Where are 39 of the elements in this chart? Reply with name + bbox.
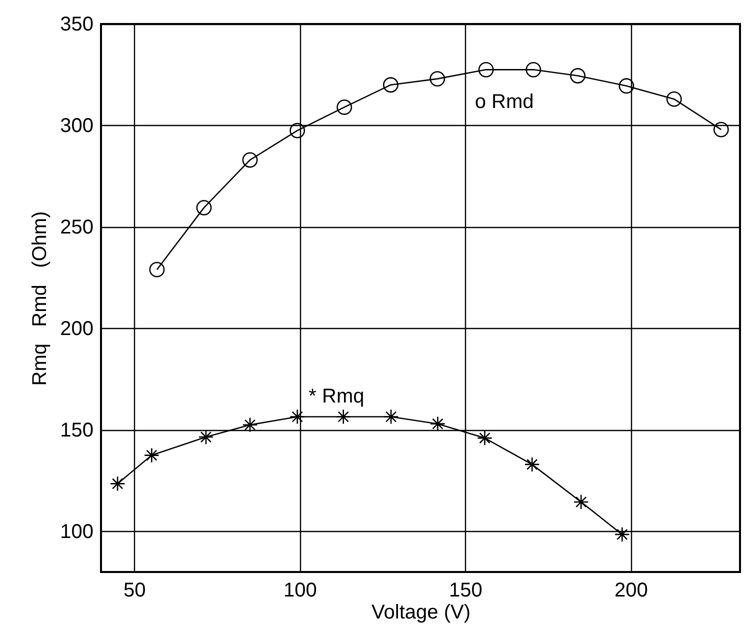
point: [336, 100, 352, 115]
point: [196, 200, 212, 216]
point: [290, 122, 306, 138]
point: [383, 409, 399, 424]
point: [573, 494, 589, 510]
annotation: o Rmd: [474, 90, 534, 113]
point: [524, 456, 540, 472]
point: [713, 122, 729, 138]
annotation: * Rmq: [308, 386, 364, 408]
y-axis-title: Rmq Rmd (Ohm): [29, 211, 52, 386]
point: [110, 476, 126, 492]
point: [478, 62, 494, 78]
point: [336, 409, 352, 424]
x-tick-label: 150: [449, 580, 482, 602]
point: [144, 448, 160, 464]
point: [198, 429, 214, 445]
point: [666, 91, 682, 107]
y-tick-label: 350: [60, 14, 94, 36]
point: [430, 71, 446, 87]
point: [526, 62, 542, 78]
point: [614, 526, 630, 542]
y-tick-label: 100: [60, 520, 94, 543]
point: [149, 262, 165, 278]
point: [242, 152, 258, 168]
y-tick-label: 200: [60, 318, 94, 340]
point: [382, 77, 398, 93]
point: [618, 78, 634, 94]
point: [290, 409, 306, 424]
point: [430, 416, 446, 432]
y-tick-label: 300: [60, 114, 94, 137]
x-tick-label: 100: [283, 580, 317, 602]
point: [477, 430, 492, 446]
y-tick-label: 150: [60, 419, 94, 442]
point: [242, 417, 258, 433]
x-tick-label: 200: [614, 580, 648, 602]
y-tick-label: 250: [60, 216, 94, 238]
x-axis-title: Voltage (V): [372, 602, 470, 624]
point: [570, 68, 586, 84]
x-tick-label: 50: [123, 580, 146, 602]
